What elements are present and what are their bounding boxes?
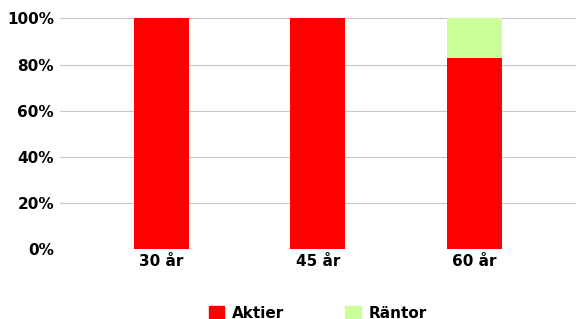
Bar xyxy=(447,58,502,249)
Bar xyxy=(447,19,502,58)
Bar xyxy=(134,19,189,249)
Bar xyxy=(290,19,345,249)
Legend: Aktier, Räntor: Aktier, Räntor xyxy=(203,300,433,319)
